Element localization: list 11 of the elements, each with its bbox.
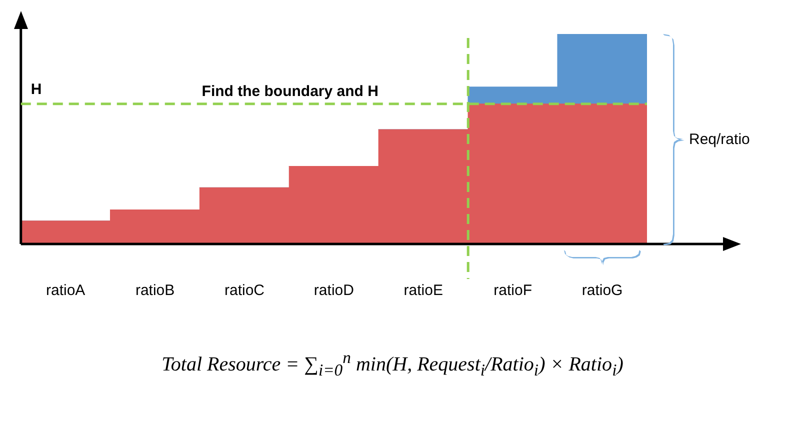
x-tick-label: ratioA — [46, 282, 86, 300]
text: Req/ratio — [689, 131, 750, 148]
ref-line-label: H — [30, 80, 42, 98]
x-tick-label: ratioF — [494, 282, 532, 300]
text: Total Resource = ∑$_{i=0}$$^{n}$ min(H, Request$_{i}$/Ratio$_{i}$) × Ratio$_{i}$) — [162, 348, 624, 380]
x-tick-label: ratioC — [224, 282, 265, 300]
x-tick-label: ratioG — [582, 282, 623, 300]
x-tick-label: ratioD — [314, 282, 354, 300]
x-tick-label: ratioB — [135, 282, 175, 300]
x-tick-label: ratioE — [404, 282, 443, 300]
annotation: Find the boundary and H — [202, 83, 378, 100]
